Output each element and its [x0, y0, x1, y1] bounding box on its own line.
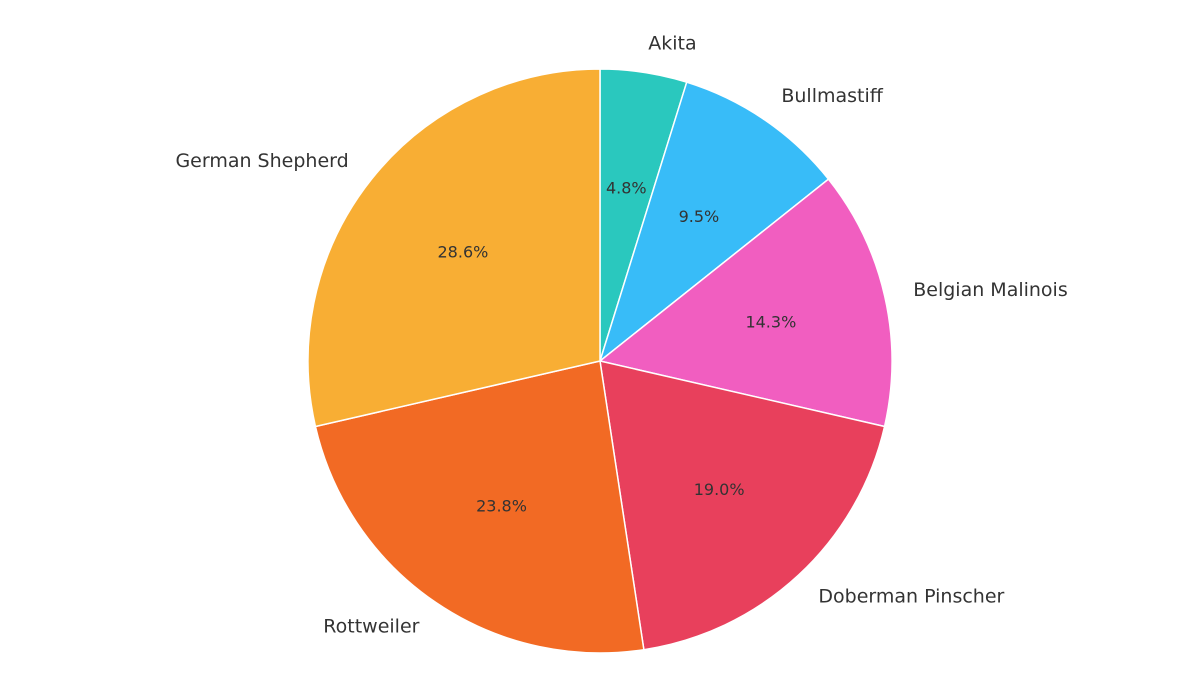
percent-label-belgian-malinois: 14.3%	[745, 313, 796, 332]
percent-labels: 4.8% 9.5% 14.3% 19.0% 23.8% 28.6%	[438, 178, 797, 515]
percent-label-doberman-pinscher: 19.0%	[694, 480, 745, 499]
category-label-akita: Akita	[648, 32, 696, 54]
category-label-bullmastiff: Bullmastiff	[781, 85, 883, 107]
percent-label-akita: 4.8%	[606, 178, 647, 197]
category-label-german-shepherd: German Shepherd	[175, 150, 348, 172]
pie-slices	[307, 68, 893, 654]
pie-slice-doberman-pinscher	[599, 360, 886, 651]
category-label-belgian-malinois: Belgian Malinois	[913, 279, 1068, 301]
pie-slice-rottweiler	[314, 360, 645, 654]
category-labels: Akita Bullmastiff Belgian Malinois Doberman…	[175, 32, 1067, 637]
category-label-rottweiler: Rottweiler	[323, 616, 419, 638]
category-label-doberman-pinscher: Doberman Pinscher	[818, 586, 1004, 608]
percent-label-bullmastiff: 9.5%	[679, 207, 720, 226]
pie-slice-bullmastiff	[598, 81, 830, 364]
percent-label-rottweiler: 23.8%	[476, 496, 527, 515]
pie-slice-german-shepherd	[307, 68, 601, 428]
percent-label-german-shepherd: 28.6%	[438, 242, 489, 261]
pie-slice-belgian-malinois	[598, 178, 893, 428]
